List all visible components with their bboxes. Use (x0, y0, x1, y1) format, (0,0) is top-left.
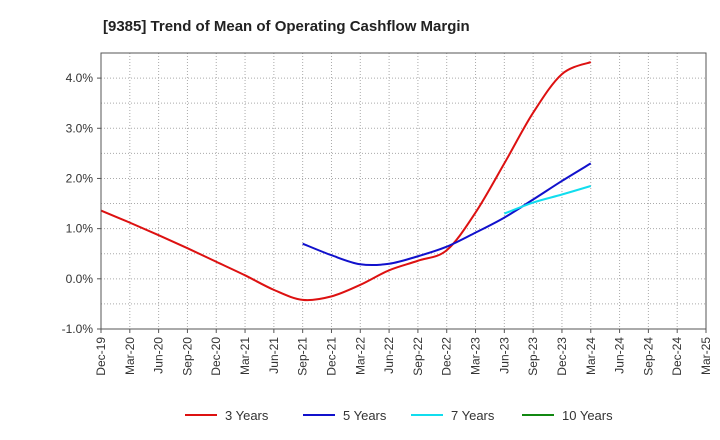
x-tick-label: Jun-20 (152, 337, 166, 374)
x-tick-label: Mar-24 (584, 337, 598, 375)
x-tick-label: Mar-23 (469, 337, 483, 375)
plot-area (101, 53, 706, 329)
x-tick-label: Mar-25 (699, 337, 713, 375)
legend-label-3-years: 3 Years (225, 408, 269, 423)
series-lines (100, 61, 592, 302)
series-line-3-years (100, 61, 592, 302)
chart-title: [9385] Trend of Mean of Operating Cashfl… (103, 18, 470, 35)
x-tick-label: Jun-21 (267, 337, 281, 374)
x-tick-label: Dec-22 (440, 337, 454, 376)
x-tick-label: Mar-22 (353, 337, 367, 375)
x-tick-label: Sep-20 (180, 337, 194, 376)
x-tick-label: Sep-21 (296, 337, 310, 376)
series-line-7-years (503, 185, 592, 215)
x-tick-label: Mar-21 (238, 337, 252, 375)
y-tick-label: 4.0% (66, 71, 94, 85)
x-tick-label: Dec-21 (324, 337, 338, 376)
x-tick-label: Sep-23 (526, 337, 540, 376)
x-tick-label: Dec-24 (670, 337, 684, 376)
x-tick-label: Dec-23 (555, 337, 569, 376)
x-tick-label: Sep-22 (411, 337, 425, 376)
y-tick-label: -1.0% (62, 322, 94, 336)
x-tick-label: Sep-24 (641, 337, 655, 376)
x-axis: Dec-19 Mar-20 Jun-20 Sep-20 Dec-20 Mar-21 Jun-… (94, 329, 713, 376)
y-tick-label: 2.0% (66, 171, 94, 185)
series-line-5-years (302, 162, 592, 267)
y-axis: -1.0% 0.0% 1.0% 2.0% 3.0% 4.0% (62, 71, 101, 336)
x-tick-label: Jun-23 (497, 337, 511, 374)
x-tick-label: Jun-22 (382, 337, 396, 374)
x-tick-label: Jun-24 (613, 337, 627, 374)
plot-frame (100, 52, 707, 330)
legend-label-10-years: 10 Years (562, 408, 613, 423)
legend-label-7-years: 7 Years (451, 408, 495, 423)
y-tick-label: 0.0% (66, 272, 94, 286)
y-tick-label: 1.0% (66, 222, 94, 236)
legend-label-5-years: 5 Years (343, 408, 387, 423)
legend: 3 Years 5 Years 7 Years 10 Years (185, 408, 613, 423)
y-tick-label: 3.0% (66, 121, 94, 135)
x-tick-label: Dec-20 (209, 337, 223, 376)
x-tick-label: Mar-20 (123, 337, 137, 375)
x-tick-label: Dec-19 (94, 337, 108, 376)
